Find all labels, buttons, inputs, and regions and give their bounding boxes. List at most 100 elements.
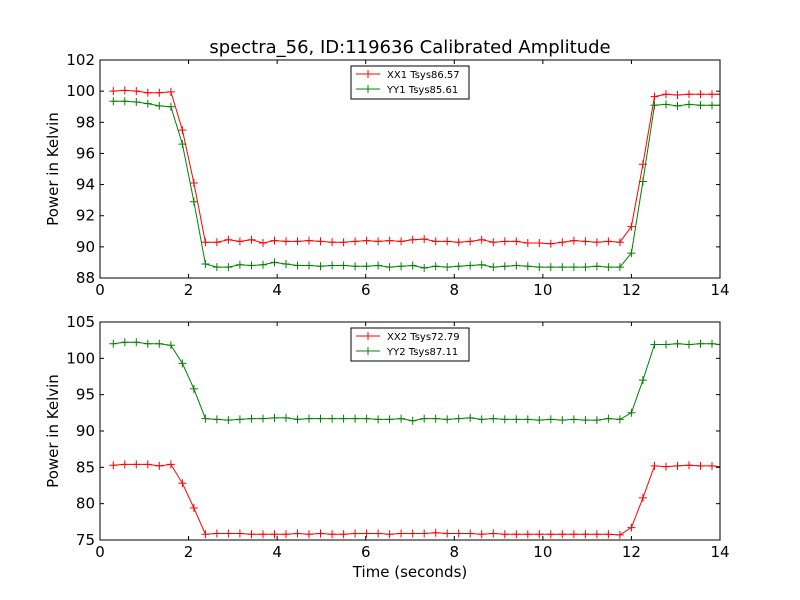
x-tick-label: 8 bbox=[450, 281, 460, 299]
data-point bbox=[120, 460, 129, 469]
data-point bbox=[408, 261, 417, 270]
data-point bbox=[535, 263, 544, 272]
bottom-panel: 0 2 4 6 8 10 12 14 75 80 85 90 95 100 105 Power in Kelv… bbox=[44, 313, 730, 581]
data-point bbox=[592, 262, 601, 271]
data-point bbox=[201, 530, 210, 539]
data-point bbox=[500, 262, 509, 271]
data-point bbox=[696, 461, 705, 470]
data-point bbox=[143, 99, 152, 108]
data-point bbox=[259, 239, 267, 247]
x-tick-label: 14 bbox=[710, 543, 729, 561]
data-point bbox=[316, 262, 325, 271]
data-point bbox=[662, 100, 670, 109]
data-point bbox=[201, 414, 210, 423]
x-tick-label: 4 bbox=[272, 543, 282, 561]
data-point bbox=[293, 261, 302, 270]
data-point bbox=[650, 461, 659, 470]
series-yy2 bbox=[109, 338, 720, 425]
data-point bbox=[270, 258, 279, 267]
data-point bbox=[339, 261, 348, 270]
data-point bbox=[615, 415, 624, 424]
data-point bbox=[166, 341, 175, 350]
legend-marker bbox=[364, 347, 372, 355]
data-point bbox=[212, 529, 221, 538]
data-point bbox=[581, 263, 590, 272]
data-point bbox=[178, 359, 187, 368]
series-line bbox=[113, 100, 720, 269]
data-point bbox=[120, 97, 129, 106]
data-point bbox=[592, 416, 601, 425]
data-point bbox=[132, 87, 141, 96]
data-point bbox=[500, 415, 509, 424]
data-point bbox=[489, 414, 498, 423]
data-point bbox=[362, 414, 371, 423]
data-point bbox=[212, 415, 221, 424]
data-point bbox=[546, 263, 555, 272]
data-point bbox=[592, 238, 601, 247]
legend-marker bbox=[364, 70, 372, 78]
y-tick-label: 80 bbox=[76, 495, 95, 513]
data-point bbox=[512, 415, 521, 424]
data-point bbox=[569, 530, 578, 539]
data-point bbox=[420, 414, 429, 423]
data-point bbox=[650, 92, 659, 101]
data-point bbox=[385, 236, 394, 245]
data-point bbox=[673, 101, 682, 110]
data-point bbox=[178, 126, 187, 135]
data-point bbox=[212, 238, 221, 247]
data-point bbox=[431, 528, 440, 537]
data-point bbox=[535, 416, 544, 425]
data-point bbox=[109, 87, 118, 96]
data-point bbox=[466, 529, 475, 538]
data-point bbox=[385, 263, 394, 272]
data-point bbox=[316, 529, 325, 538]
data-point bbox=[408, 529, 417, 538]
x-tick-label: 10 bbox=[533, 543, 552, 561]
data-point bbox=[466, 237, 475, 246]
x-tick-label: 4 bbox=[272, 281, 282, 299]
data-point bbox=[716, 90, 720, 99]
data-point bbox=[155, 461, 164, 470]
data-point bbox=[581, 416, 590, 425]
y-tick-label: 85 bbox=[76, 458, 95, 476]
data-point bbox=[270, 236, 279, 245]
data-point bbox=[443, 415, 452, 424]
legend-box bbox=[350, 65, 470, 100]
data-point bbox=[512, 237, 521, 246]
series-line bbox=[113, 463, 720, 536]
data-point bbox=[604, 414, 613, 423]
y-tick-label: 105 bbox=[66, 313, 95, 331]
data-point bbox=[489, 263, 498, 272]
data-point bbox=[247, 530, 256, 539]
series-xx1 bbox=[109, 86, 720, 248]
data-point bbox=[466, 261, 475, 270]
data-point bbox=[132, 460, 141, 469]
data-point bbox=[592, 530, 601, 539]
data-point bbox=[305, 261, 313, 270]
x-tick-label: 0 bbox=[95, 281, 105, 299]
y-tick-label: 88 bbox=[76, 269, 95, 287]
y-tick-label: 90 bbox=[76, 422, 95, 440]
data-point bbox=[305, 236, 313, 245]
data-point bbox=[716, 462, 720, 471]
data-point bbox=[235, 415, 244, 424]
data-point bbox=[627, 222, 636, 231]
data-point bbox=[235, 529, 244, 538]
data-point bbox=[224, 416, 233, 425]
legend-box bbox=[350, 327, 470, 362]
data-point bbox=[189, 384, 198, 393]
data-point bbox=[235, 237, 244, 246]
data-point bbox=[351, 237, 360, 246]
data-point bbox=[523, 415, 532, 424]
data-point bbox=[685, 90, 693, 99]
series-xx2 bbox=[109, 460, 720, 539]
data-point bbox=[247, 235, 256, 244]
data-point bbox=[716, 340, 720, 349]
legend-label: YY2 Tsys87.11 bbox=[386, 347, 458, 358]
data-point bbox=[443, 263, 452, 272]
data-point bbox=[569, 236, 578, 245]
data-point bbox=[546, 415, 555, 424]
data-point bbox=[662, 462, 670, 471]
data-point bbox=[316, 414, 325, 423]
